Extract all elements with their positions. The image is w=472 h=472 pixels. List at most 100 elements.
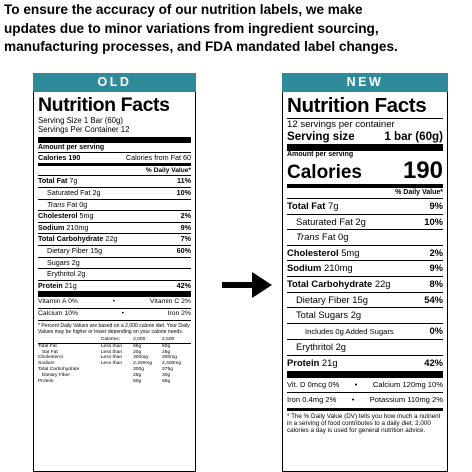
new-added-sugars-label: Includes 0g Added Sugars (305, 326, 394, 336)
old-calcium: Calcium 10% (38, 309, 79, 317)
intro-text: To ensure the accuracy of our nutrition … (4, 1, 470, 57)
intro-line-1: To ensure the accuracy of our nutrition … (4, 2, 363, 17)
new-iron-potassium-row: Iron 0.4mg 2% • Potassium 110mg 2% (287, 392, 443, 408)
old-ref-header-cell: 2,500 (162, 336, 175, 342)
old-thick-rule-2 (38, 291, 191, 298)
new-protein-amount: 21g (321, 356, 338, 368)
old-bullet-1: • (112, 298, 116, 306)
old-cholesterol-label: Cholesterol (38, 211, 78, 221)
new-total-carb-dv: 8% (429, 277, 443, 289)
old-saturated-fat-row: Saturated Fat 2g 10% (38, 187, 191, 199)
new-total-fat-label: Total Fat (287, 200, 326, 211)
old-ref-cell: Less than (100, 349, 123, 355)
old-ref-cell: 300mg (162, 355, 177, 361)
new-calories-row: Calories 190 (287, 159, 443, 184)
old-saturated-fat-dv: 10% (176, 188, 191, 197)
intro-line-2: updates due to minor variations from ing… (4, 20, 379, 36)
new-medium-rule (287, 184, 443, 188)
old-ref-row: Sodium Less than 2,400mg 2,400mg (38, 361, 191, 367)
old-ref-row: Dietary Fiber 25g 30g (38, 373, 191, 379)
old-trans-fat-row: Trans Fat 0g (38, 198, 191, 211)
new-vitd-calcium-row: Vit. D 0mcg 0% • Calcium 120mg 10% (287, 378, 443, 393)
old-saturated-fat-label: Saturated Fat 2g (47, 188, 101, 197)
old-ref-cell: Cholesterol (38, 355, 63, 361)
old-ref-cell: 375g (162, 366, 173, 372)
old-servings-per-container: Servings Per Container 12 (38, 125, 130, 135)
new-protein-dv: 42% (424, 356, 443, 368)
new-added-sugars-dv: 0% (429, 324, 443, 336)
new-bullet-1: • (354, 379, 358, 389)
new-nutrition-facts-title: Nutrition Facts (287, 94, 427, 117)
old-ref-cell: 25g (162, 349, 171, 355)
old-ref-cell: Total Carbohydrate (38, 366, 80, 372)
new-cholesterol-label: Cholesterol (287, 246, 339, 258)
new-iron: Iron 0.4mg 2% (287, 395, 337, 405)
old-ref-header-cell: 2,000 (133, 336, 146, 342)
old-vitamins-row: Vitamin A 0% • Vitamin C 2% (38, 297, 191, 308)
new-cholesterol-row: Cholesterol 5mg 2% (287, 244, 443, 261)
old-ref-cell: Less than (100, 355, 123, 361)
old-total-carb-dv: 7% (180, 234, 191, 244)
new-thick-rule (287, 144, 443, 151)
old-ref-cell: 30g (162, 372, 171, 378)
old-trans-fat-rest: Fat 0g (66, 199, 88, 209)
old-ref-header-row: Calories: 2,000 2,500 (38, 336, 191, 344)
old-minerals-row: Calcium 10% • Iron 2% (38, 307, 191, 320)
old-ref-cell: 300g (133, 366, 144, 372)
old-calories-row: Calories 190 Calories from Fat 60 (38, 151, 191, 164)
new-thick-rule-2 (287, 370, 443, 378)
old-ref-row: Cholesterol Less than 300mg 300mg (38, 355, 191, 361)
old-dietary-fiber-dv: 60% (176, 245, 191, 255)
old-sodium-amount: 210mg (66, 222, 89, 232)
old-cholesterol-row: Cholesterol 5mg 2% (38, 210, 191, 222)
new-sodium-label: Sodium (287, 262, 322, 274)
new-title-rule (287, 118, 443, 119)
old-erythritol-label: Erythritol 2g (47, 269, 86, 279)
old-total-carb-label: Total Carbohydrate (38, 234, 104, 244)
new-cholesterol-amount: 5mg (341, 246, 360, 258)
new-trans-fat-rest: Fat 0g (321, 231, 349, 243)
old-nutrition-label: Nutrition Facts Serving Size 1 Bar (60g)… (33, 92, 196, 472)
old-ref-cell: 20g (133, 349, 142, 355)
old-vitamin-c: Vitamin C 2% (149, 298, 191, 306)
new-amount-per-serving: Amount per serving (287, 151, 354, 158)
new-sodium-amount: 210mg (323, 262, 353, 274)
old-ref-row: Protein 50g 65g (38, 379, 191, 385)
old-label-panel: OLD Nutrition Facts Serving Size 1 Bar (… (33, 73, 196, 472)
new-total-sugars-row: Total Sugars 2g (287, 307, 443, 323)
new-total-fat-dv: 9% (429, 200, 443, 211)
old-sodium-dv: 9% (180, 222, 191, 232)
new-serving-size-value: 1 bar (60g) (384, 130, 443, 143)
old-bullet-2: • (121, 309, 124, 317)
new-dietary-fiber-row: Dietary Fiber 15g 54% (287, 291, 443, 308)
new-footnote-rule (287, 407, 443, 411)
old-protein-label: Protein (38, 280, 63, 290)
old-dv-header: % Daily Value* (145, 167, 191, 175)
new-sodium-dv: 9% (429, 262, 443, 274)
new-trans-label: Trans (296, 231, 320, 243)
old-ref-row: Total Carbohydrate 300g 375g (38, 367, 191, 373)
old-ref-cell: Protein (38, 378, 54, 384)
new-sodium-row: Sodium 210mg 9% (287, 260, 443, 276)
old-ref-cell (101, 379, 133, 385)
old-total-fat-label: Total Fat (38, 176, 68, 186)
new-dietary-fiber-label: Dietary Fiber 15g (296, 293, 368, 305)
old-reference-table: Calories: 2,000 2,500 Total Fat Less tha… (38, 337, 191, 384)
new-saturated-fat-dv: 10% (424, 215, 443, 227)
old-ref-cell: Sat Fat (42, 349, 58, 355)
old-ref-header-cell: Calories: (100, 336, 121, 342)
old-protein-amount: 21g (64, 280, 77, 290)
new-erythritol-label: Erythritol 2g (296, 341, 347, 353)
old-ref-cell: 300mg (133, 355, 149, 361)
old-medium-rule (38, 163, 191, 167)
old-ref-cell: 65g (133, 343, 142, 349)
new-protein-row: Protein 21g 42% (287, 354, 443, 371)
new-cholesterol-dv: 2% (429, 246, 443, 258)
old-ref-cell: 80g (162, 343, 171, 349)
new-total-carb-label: Total Carbohydrate (287, 277, 373, 289)
old-sugars-label: Sugars 2g (47, 257, 80, 267)
old-protein-dv: 42% (176, 280, 191, 290)
old-amount-per-serving: Amount per serving (38, 143, 105, 151)
new-total-fat-row: Total Fat 7g 9% (287, 198, 443, 214)
old-dietary-fiber-row: Dietary Fiber 15g 60% (38, 244, 191, 257)
